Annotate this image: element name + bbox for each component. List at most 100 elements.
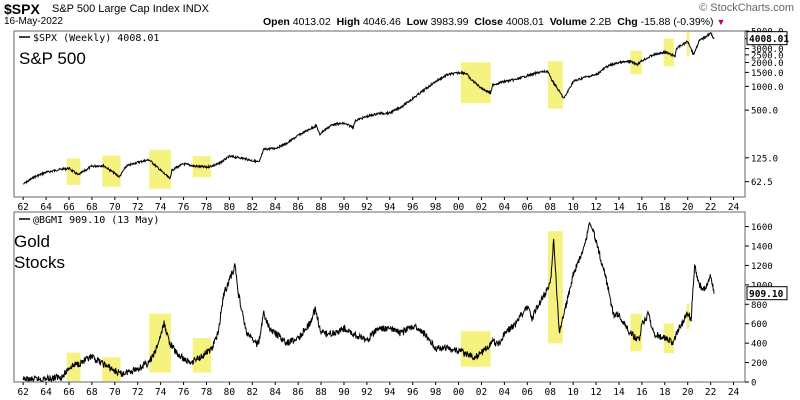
highlight-band [66,158,81,185]
x-tick-label: 94 [384,202,396,213]
x-tick-label: 16 [636,202,648,213]
sp500-legend: $SPX (Weekly) 4008.01 [19,33,159,44]
y-tick-label: 3000.0 [751,45,784,55]
chg-value: -15.88 (-0.39%) [640,16,714,28]
sp500-panel-label: S&P 500 [19,49,86,68]
x-tick-label: 24 [728,202,740,213]
x-tick-label: 98 [430,202,442,213]
gold-legend-text: @BGMI 909.10 (13 May) [33,215,159,226]
x-tick-label: 82 [247,202,258,213]
series-lines [22,32,715,383]
volume-label: Volume [549,16,587,28]
x-tick-label: 00 [453,387,465,398]
x-tick-label: 20 [682,202,694,213]
x-tick-label: 08 [544,387,556,398]
x-tick-label: 78 [201,202,213,213]
x-tick-label: 96 [407,202,419,213]
x-tick-label: 68 [86,387,98,398]
x-tick-label: 06 [522,387,534,398]
y-tick-label: 2000.0 [751,59,784,69]
x-tick-label: 62 [17,202,28,213]
x-tick-label: 78 [201,387,213,398]
low-value: 3983.99 [430,16,469,28]
highlight-band [630,50,642,75]
x-tick-label: 14 [613,387,625,398]
chg-label: Chg [617,16,638,28]
x-tick-label: 76 [178,387,190,398]
last-value-label: 909.10 [749,289,784,300]
instrument-name: S&P 500 Large Cap Index INDX [52,3,209,15]
x-tick-label: 92 [361,202,372,213]
x-tick-label: 02 [476,387,487,398]
x-tick-label: 22 [705,202,716,213]
axes: 5000.04000.03000.02500.02000.01500.01000… [17,28,789,399]
high-label: High [336,16,360,28]
highlight-band [630,313,642,352]
close-label: Close [474,16,503,28]
x-tick-label: 74 [155,387,167,398]
y-tick-label: 1200 [751,262,773,272]
x-tick-label: 00 [453,202,465,213]
x-tick-label: 82 [247,387,258,398]
gold-legend: @BGMI 909.10 (13 May) [19,215,159,226]
highlight-band [547,231,563,344]
gold-panel-frame [13,211,746,383]
last-value-box [746,286,788,301]
x-tick-label: 92 [361,387,372,398]
gold-panel-label-line2: Stocks [14,253,65,272]
last-value-label: 4008.01 [749,34,789,45]
x-tick-label: 18 [659,202,671,213]
x-tick-label: 22 [705,387,716,398]
x-tick-label: 74 [155,202,167,213]
y-tick-label: 2500.0 [751,51,784,61]
chart-header: $SPX S&P 500 Large Cap Index INDX 16-May… [0,0,800,30]
y-tick-label: 600 [751,320,767,330]
open-value: 4013.02 [292,16,331,28]
x-tick-label: 16 [636,387,648,398]
x-tick-label: 12 [590,202,601,213]
x-tick-label: 66 [63,202,75,213]
y-tick-label: 1600 [751,223,773,233]
quote-date: 16-May-2022 [4,16,63,27]
x-tick-label: 72 [132,202,143,213]
sp500-panel-frame [13,30,746,198]
y-tick-label: 500.0 [751,107,778,117]
x-tick-label: 90 [338,387,350,398]
x-tick-label: 88 [315,202,327,213]
y-tick-label: 200 [751,359,767,369]
x-tick-label: 12 [590,387,601,398]
sp500-legend-text: $SPX (Weekly) 4008.01 [33,33,159,44]
low-label: Low [406,16,428,28]
highlight-bands [66,32,690,381]
x-tick-label: 64 [40,387,52,398]
x-tick-label: 10 [567,202,579,213]
x-tick-label: 02 [476,202,487,213]
gold-stocks-line [22,221,715,383]
x-tick-label: 84 [270,202,282,213]
quote-summary: Open 4013.02 High 4046.46 Low 3983.99 Cl… [263,16,725,28]
x-tick-label: 06 [522,202,534,213]
x-tick-label: 76 [178,202,190,213]
x-tick-label: 18 [659,387,671,398]
y-tick-label: 62.5 [751,178,773,188]
y-tick-label: 1000.0 [751,83,784,93]
high-value: 4046.46 [362,16,401,28]
y-tick-label: 125.0 [751,154,778,164]
symbol: $SPX [4,1,40,17]
highlight-band [663,323,674,354]
x-tick-label: 84 [270,387,282,398]
x-tick-label: 24 [728,387,740,398]
down-arrow-icon: ▼ [716,17,726,27]
x-tick-label: 66 [63,387,75,398]
x-tick-label: 80 [224,202,236,213]
highlight-band [192,338,212,373]
x-tick-label: 08 [544,202,556,213]
last-value-box [746,31,788,46]
x-tick-label: 64 [40,202,52,213]
y-tick-label: 1400 [751,243,773,253]
x-tick-label: 72 [132,387,143,398]
x-tick-label: 70 [109,202,121,213]
x-tick-label: 94 [384,387,396,398]
y-tick-label: 1500.0 [751,69,784,79]
x-tick-label: 80 [224,387,236,398]
